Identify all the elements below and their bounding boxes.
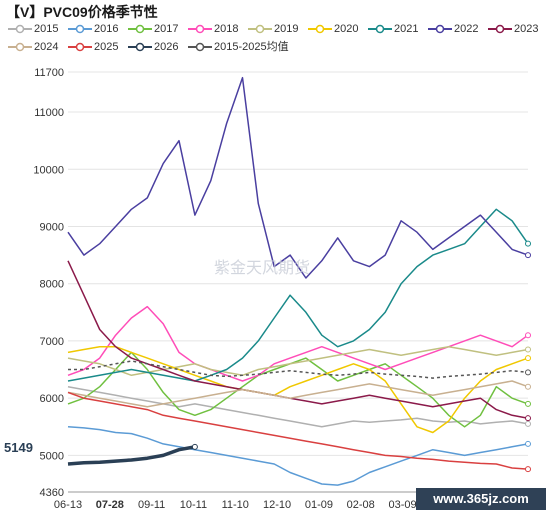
- series-end-marker: [525, 383, 531, 390]
- series-line-2020: [67, 345, 529, 434]
- series-end-marker: [525, 415, 531, 422]
- x-tick-label: 09-11: [138, 499, 165, 511]
- y-tick-label: 11000: [34, 107, 64, 119]
- highlight-value-label: 5149: [4, 440, 33, 455]
- legend-dot: [195, 42, 205, 52]
- legend-label: 2024: [34, 41, 59, 53]
- series-end-marker: [525, 346, 531, 353]
- x-tick-label: 10-11: [180, 499, 207, 511]
- legend-label: 2022: [454, 23, 479, 35]
- legend-symbol-icon: [128, 24, 152, 34]
- x-tick-label: 06-13: [54, 499, 82, 511]
- series-end-marker: [191, 443, 198, 450]
- legend-symbol-icon: [68, 24, 92, 34]
- x-tick-label: 07-28: [96, 499, 124, 511]
- legend-symbol-icon: [188, 42, 212, 52]
- x-tick-label: 12-10: [263, 499, 291, 511]
- series-line-2018: [67, 305, 529, 382]
- series-end-marker: [525, 332, 531, 339]
- series-line-2026: [67, 445, 196, 466]
- legend-symbol-icon: [8, 42, 32, 52]
- legend-label: 2026: [154, 41, 179, 53]
- legend-dot: [255, 24, 265, 34]
- legend-dot: [435, 24, 445, 34]
- series-end-marker: [525, 240, 531, 247]
- y-tick-label: 5000: [40, 450, 64, 462]
- legend-dot: [75, 24, 85, 34]
- y-tick-label: 11700: [34, 67, 64, 79]
- legend-symbol-icon: [428, 24, 452, 34]
- legend-symbol-icon: [188, 24, 212, 34]
- legend-symbol-icon: [8, 24, 32, 34]
- site-watermark: www.365jz.com: [416, 488, 546, 510]
- y-tick-label: 7000: [40, 336, 64, 348]
- legend-dot: [135, 24, 145, 34]
- x-tick-label: 03-09: [388, 499, 416, 511]
- y-tick-label: 6000: [40, 393, 64, 405]
- legend-label: 2020: [334, 23, 359, 35]
- series-line-2024: [67, 380, 529, 408]
- legend-label: 2023: [514, 23, 539, 35]
- legend-dot: [315, 24, 325, 34]
- series-end-marker: [525, 420, 531, 427]
- legend-symbol-icon: [308, 24, 332, 34]
- y-tick-label: 8000: [40, 279, 64, 291]
- legend-dot: [495, 24, 505, 34]
- series-end-marker: [525, 400, 531, 407]
- series-line-2016: [67, 426, 529, 486]
- legend-label: 2021: [394, 23, 419, 35]
- series-end-marker: [525, 252, 531, 259]
- legend-label: 2019: [274, 23, 299, 35]
- legend-dot: [375, 24, 385, 34]
- x-tick-label: 11-10: [222, 499, 249, 511]
- chart-title: 【V】PVC09价格季节性: [6, 4, 158, 20]
- legend-label: 2018: [214, 23, 239, 35]
- series-line-2015-2025均值: [68, 360, 529, 379]
- legend-dot: [195, 24, 205, 34]
- legend-symbol-icon: [128, 42, 152, 52]
- series-end-marker: [525, 466, 531, 473]
- series-end-marker: [525, 369, 531, 376]
- series-line-2025: [67, 391, 529, 470]
- legend-symbol-icon: [68, 42, 92, 52]
- legend-symbol-icon: [488, 24, 512, 34]
- legend-label: 2015-2025均值: [214, 41, 289, 53]
- legend-dot: [75, 42, 85, 52]
- series-end-marker: [525, 355, 531, 362]
- series-end-marker: [525, 440, 531, 447]
- series-line-2017: [67, 351, 529, 428]
- legend-dot: [15, 42, 25, 52]
- x-tick-label: 02-08: [347, 499, 375, 511]
- legend-symbol-icon: [368, 24, 392, 34]
- y-tick-label: 4360: [40, 487, 64, 499]
- y-tick-label: 9000: [40, 221, 64, 233]
- series-line-2019: [67, 345, 529, 377]
- legend-label: 2017: [154, 23, 179, 35]
- legend-label: 2015: [34, 23, 59, 35]
- legend-label: 2016: [94, 23, 119, 35]
- series-line-2015: [67, 385, 529, 428]
- x-tick-label: 01-09: [305, 499, 333, 511]
- series-line-2021: [67, 208, 529, 382]
- series-line-2022: [67, 76, 529, 279]
- legend-label: 2025: [94, 41, 119, 53]
- y-tick-label: 10000: [33, 164, 64, 176]
- center-watermark: 紫金天风期货: [214, 258, 311, 277]
- legend-symbol-icon: [248, 24, 272, 34]
- series-line-2023: [67, 260, 529, 419]
- legend-dot: [15, 24, 25, 34]
- legend-dot: [135, 42, 145, 52]
